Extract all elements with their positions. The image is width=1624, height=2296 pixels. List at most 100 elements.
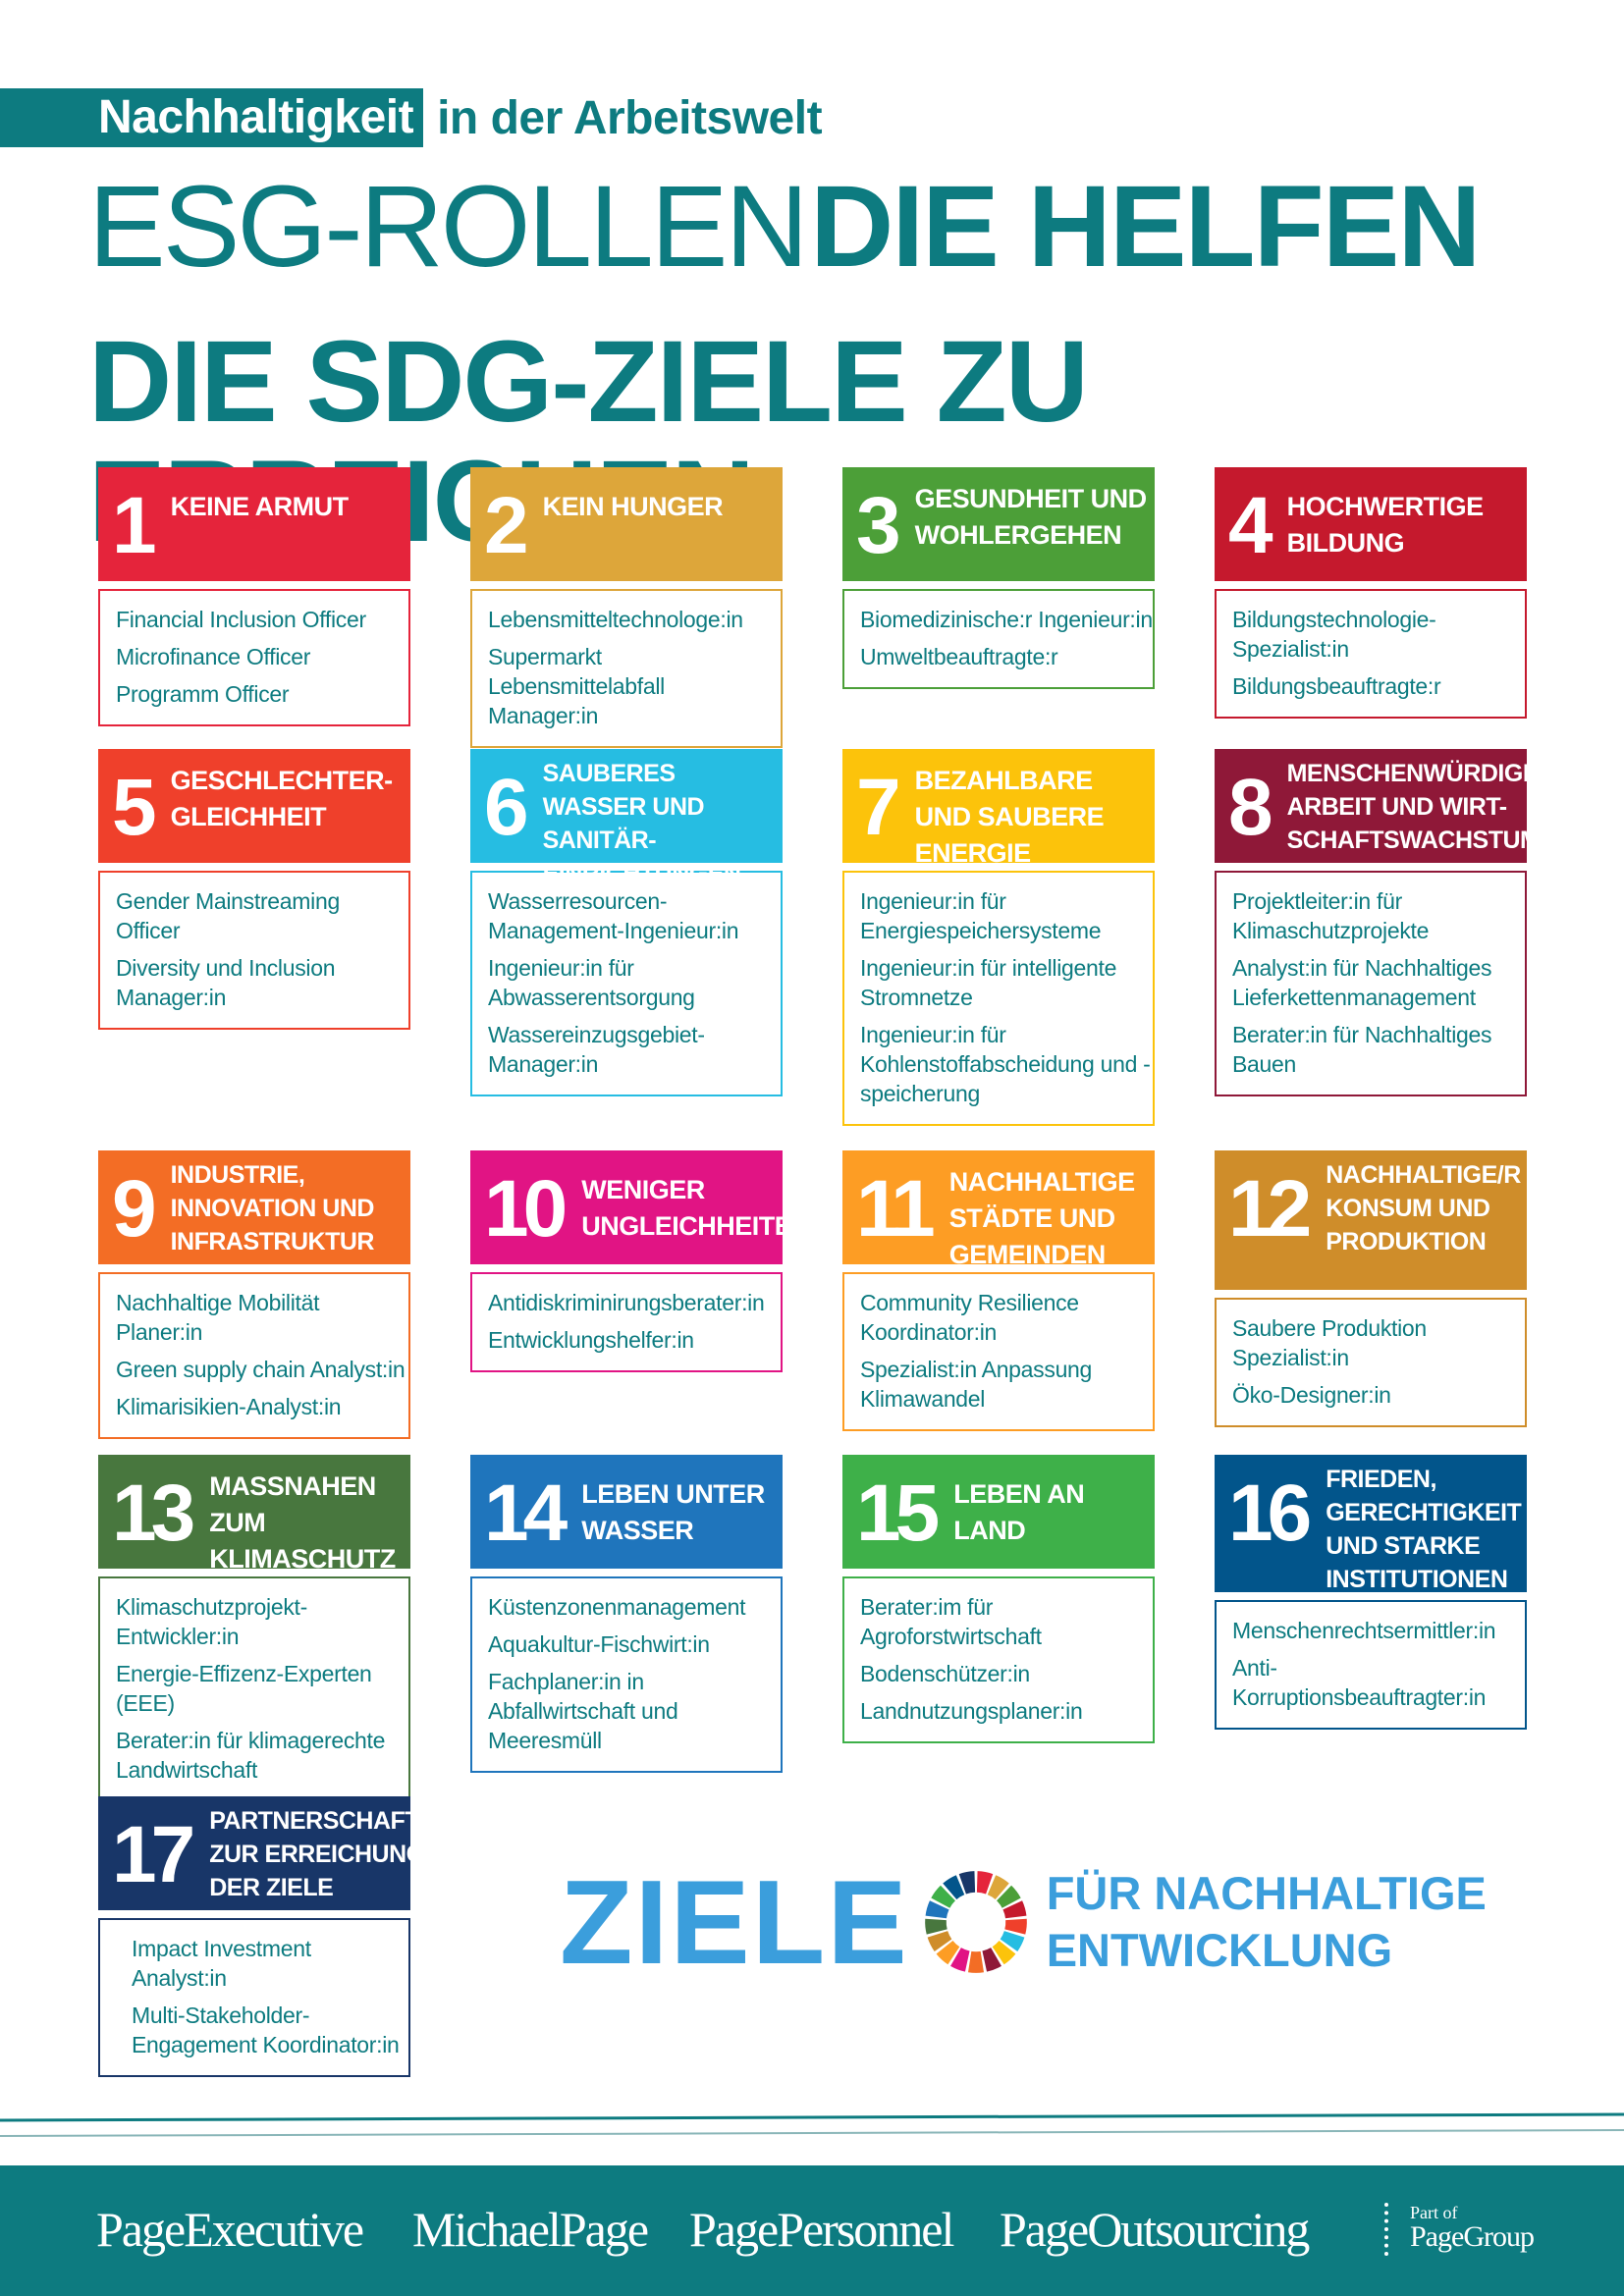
role-item: Landnutzungsplaner:in (860, 1698, 1083, 1724)
role-item: Klimarisikien-Analyst:in (116, 1394, 342, 1419)
sdg-goal-9: 9 INDUSTRIE, INNOVATION UND INFRASTRUKTUR… (98, 1150, 410, 1439)
role-item: Aquakultur-Fischwirt:in (488, 1631, 710, 1657)
role-item: Ingenieur:in für Kohlenstoffabscheidung … (860, 1022, 1151, 1106)
goal-number: 15 (856, 1468, 940, 1558)
role-item: Community Resilience Koordinator:in (860, 1290, 1079, 1345)
title-bold: DIE HELFEN (810, 162, 1481, 292)
goal-title: FRIEDEN, GERECHTIGKEIT UND STARKE INSTIT… (1326, 1466, 1522, 1593)
role-item: Projektleiter:in für Klimaschutzprojekte (1232, 888, 1430, 943)
role-item: Microfinance Officer (116, 644, 311, 669)
role-item: Anti-Korruptionsbeauftragter:in (1232, 1655, 1487, 1710)
goal-roles-box: Projektleiter:in für Klimaschutzprojekte… (1215, 871, 1527, 1096)
goal-roles-box: Nachhaltige Mobilität Planer:in Green sup… (98, 1272, 410, 1439)
role-item: Ingenieur:in für Abwasserentsorgung (488, 955, 695, 1010)
goal-header: 9 INDUSTRIE, INNOVATION UND INFRASTRUKTUR (98, 1150, 410, 1264)
sdg-logo-sub1: FÜR NACHHALTIGE (1046, 1867, 1487, 1919)
goal-title: MENSCHENWÜRDIGE ARBEIT UND WIRT-SCHAFTSW… (1286, 760, 1541, 854)
goal-title: GESCHLECHTER-GLEICHHEIT (170, 766, 394, 831)
goal-header: 14 LEBEN UNTER WASSER (470, 1455, 783, 1569)
goal-number: 3 (856, 481, 901, 570)
title-light: ESG-ROLLEN (88, 162, 809, 292)
sdg-goal-2: 2 KEIN HUNGER Lebensmitteltechnologe:in Sup… (470, 467, 783, 748)
sdg-goal-7: 7 BEZAHLBARE UND SAUBERE ENERGIE Ingenieur… (842, 749, 1155, 1126)
role-item: Lebensmitteltechnologe:in (488, 607, 743, 632)
goal-title: HOCHWERTIGE BILDUNG (1286, 492, 1485, 558)
goal-number: 2 (484, 481, 529, 570)
part-of-pagegroup: Part of PageGroup (1384, 2203, 1535, 2256)
goal-title: MASSNAHEN ZUM KLIMASCHUTZ (209, 1471, 396, 1574)
role-item: Berater:in für klimagerechte Landwirtsch… (116, 1728, 386, 1783)
role-item: Umweltbeauftragte:r (860, 644, 1058, 669)
goal-header: 5 GESCHLECHTER-GLEICHHEIT (98, 749, 410, 863)
goal-roles-box: Financial Inclusion Officer Microfinance … (98, 589, 410, 726)
goal-number: 8 (1228, 763, 1273, 852)
goal-header: 1 KEINE ARMUT (98, 467, 410, 581)
sdg-wheel-segment (1002, 1900, 1027, 1919)
role-item: Fachplaner:in in Abfallwirtschaft und Me… (488, 1669, 678, 1753)
sdg-wheel-segment (942, 1875, 964, 1900)
role-item: Klimaschutzprojekt-Entwickler:in (116, 1594, 307, 1649)
sdg-wheel-segment (982, 1948, 1001, 1972)
role-item: Bodenschützer:in (860, 1661, 1030, 1686)
footer-decor-lines (0, 2112, 1624, 2137)
sdg-goal-1: 1 KEINE ARMUT Financial Inclusion Officer M… (98, 467, 410, 726)
sdg-wheel-segment (996, 1885, 1021, 1908)
sdg-wheel-segment (924, 1918, 947, 1935)
brand-page-personnel: PagePersonnel (689, 2202, 954, 2257)
role-item: Wasserresourcen-Management-Ingenieur:in (488, 888, 739, 943)
role-item: Diversity und Inclusion Manager:in (116, 955, 336, 1010)
sdg-wheel-segment (987, 1875, 1009, 1900)
role-item: Green supply chain Analyst:in (116, 1357, 406, 1382)
role-item: Biomedizinische:r Ingenieur:in (860, 607, 1153, 632)
kicker: Nachhaltigkeit in der Arbeitswelt (0, 88, 823, 147)
goal-roles-box: Community Resilience Koordinator:in Spezi… (842, 1272, 1155, 1431)
goal-header: 10 WENIGER UNGLEICHHEITEN (470, 1150, 811, 1264)
sdg-goal-17: 17 PARTNERSCHAFTEN ZUR ERREICHUNG DER ZIE… (98, 1796, 453, 2077)
role-item: Impact Investment Analyst:in (132, 1936, 311, 1991)
goal-number: 5 (112, 763, 157, 852)
goal-number: 4 (1228, 481, 1273, 570)
sdg-logo-main: ZIELE (560, 1855, 909, 1989)
goal-roles-box: Biomedizinische:r Ingenieur:in Umweltbeau… (842, 589, 1155, 689)
sdg-goal-10: 10 WENIGER UNGLEICHHEITEN Antidiskriminiru… (470, 1150, 811, 1372)
goal-header: 15 LEBEN AN LAND (842, 1455, 1155, 1569)
goal-title: PARTNERSCHAFTEN ZUR ERREICHUNG DER ZIELE (209, 1807, 453, 1901)
role-item: Berater:in für Nachhaltiges Bauen (1232, 1022, 1492, 1077)
role-item: Öko-Designer:in (1232, 1382, 1391, 1408)
goal-title: BEZAHLBARE UND SAUBERE ENERGIE (914, 766, 1105, 868)
sdg-wheel-segment (1004, 1918, 1027, 1935)
goal-header: 6 SAUBERES WASSER UND SANITÄR-EINRICHTUNG… (470, 749, 783, 887)
part-of-label: Part of (1410, 2203, 1458, 2222)
goal-roles-box: Impact Investment Analyst:in Multi-Stakeh… (98, 1918, 410, 2077)
sdg-goal-12: 12 NACHHALTIGE/R KONSUM UND PRODUKTION Sau… (1215, 1150, 1527, 1427)
kicker-rest: in der Arbeitswelt (437, 91, 823, 144)
goal-title: INDUSTRIE, INNOVATION UND INFRASTRUKTUR (170, 1161, 375, 1255)
role-item: Supermarkt Lebensmittelabfall Manager:in (488, 644, 665, 728)
role-item: Analyst:in für Nachhaltiges Lieferketten… (1232, 955, 1492, 1010)
role-item: Programm Officer (116, 681, 290, 707)
role-item: Nachhaltige Mobilität Planer:in (116, 1290, 320, 1345)
sdg-wheel-segment (925, 1900, 949, 1919)
role-item: Berater:im für Agroforstwirtschaft (860, 1594, 1042, 1649)
goal-title: GESUNDHEIT UND WOHLERGEHEN (914, 484, 1148, 550)
goal-header: 12 NACHHALTIGE/R KONSUM UND PRODUKTION (1215, 1150, 1527, 1290)
goal-header: 2 KEIN HUNGER (470, 467, 783, 581)
goal-title: KEINE ARMUT (170, 492, 350, 521)
goal-number: 12 (1228, 1164, 1312, 1254)
brand-michael-page: MichaelPage (412, 2202, 649, 2257)
sdg-wheel-segment (927, 1931, 952, 1951)
goal-roles-box: Klimaschutzprojekt-Entwickler:in Energie-… (98, 1576, 410, 1802)
goal-header: 13 MASSNAHEN ZUM KLIMASCHUTZ (98, 1455, 410, 1574)
goal-roles-box: Berater:im für Agroforstwirtschaft Bodens… (842, 1576, 1155, 1743)
role-item: Spezialist:in Anpassung Klimawandel (860, 1357, 1093, 1412)
role-item: Saubere Produktion Spezialist:in (1232, 1315, 1427, 1370)
goal-header: 7 BEZAHLBARE UND SAUBERE ENERGIE (842, 749, 1155, 868)
sdg-wheel-segment (949, 1948, 970, 1972)
sdg-goal-5: 5 GESCHLECHTER-GLEICHHEIT Gender Mainstrea… (98, 749, 410, 1030)
sdg-goal-8: 8 MENSCHENWÜRDIGE ARBEIT UND WIRT-SCHAFTS… (1215, 749, 1541, 1096)
goal-number: 9 (112, 1164, 157, 1254)
goal-header: 17 PARTNERSCHAFTEN ZUR ERREICHUNG DER ZIE… (98, 1796, 453, 1910)
role-item: Bildungsbeauftragte:r (1232, 673, 1441, 699)
footer: PageExecutive MichaelPage PagePersonnel … (0, 2165, 1624, 2296)
goal-header: 4 HOCHWERTIGE BILDUNG (1215, 467, 1527, 581)
